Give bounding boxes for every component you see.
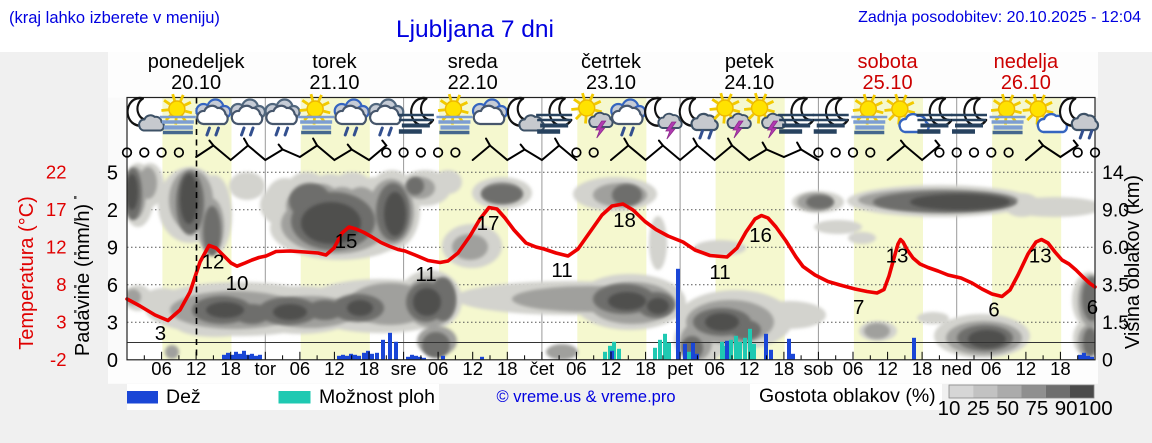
svg-text:Dež: Dež xyxy=(166,386,201,408)
svg-text:11: 11 xyxy=(415,263,436,286)
svg-text:18: 18 xyxy=(912,358,933,379)
svg-text:20.10: 20.10 xyxy=(171,72,221,94)
svg-text:12: 12 xyxy=(601,358,622,379)
svg-text:06: 06 xyxy=(428,358,449,379)
svg-text:24.10: 24.10 xyxy=(724,72,774,94)
svg-text:17: 17 xyxy=(477,212,500,235)
svg-text:12: 12 xyxy=(877,358,898,379)
svg-text:14: 14 xyxy=(1102,162,1124,184)
svg-text:6.0: 6.0 xyxy=(1102,237,1129,259)
svg-text:Temperatura (°C): Temperatura (°C) xyxy=(16,196,38,350)
svg-text:2: 2 xyxy=(107,200,118,222)
svg-text:18: 18 xyxy=(613,209,636,232)
svg-text:13: 13 xyxy=(886,245,909,268)
svg-text:petek: petek xyxy=(725,51,775,73)
svg-text:06: 06 xyxy=(290,358,311,379)
svg-text:6: 6 xyxy=(107,275,118,297)
svg-text:22: 22 xyxy=(46,161,67,182)
svg-text:12: 12 xyxy=(186,358,207,379)
svg-text:9: 9 xyxy=(107,237,118,259)
svg-text:četrtek: četrtek xyxy=(581,51,642,73)
svg-text:13: 13 xyxy=(1029,245,1052,268)
svg-text:18: 18 xyxy=(220,358,241,379)
svg-text:Možnost ploh: Možnost ploh xyxy=(319,386,435,408)
svg-text:15: 15 xyxy=(335,230,358,253)
svg-text:06: 06 xyxy=(151,358,172,379)
svg-text:7: 7 xyxy=(853,296,864,319)
svg-text:sobota: sobota xyxy=(858,51,919,73)
svg-text:06: 06 xyxy=(566,358,587,379)
svg-text:torek: torek xyxy=(312,51,357,73)
svg-text:ned: ned xyxy=(941,358,972,379)
svg-text:6: 6 xyxy=(988,299,999,322)
svg-text:06: 06 xyxy=(843,358,864,379)
svg-text:26.10: 26.10 xyxy=(1001,72,1051,94)
svg-text:3: 3 xyxy=(56,311,66,332)
svg-text:8: 8 xyxy=(56,274,66,295)
svg-text:25.10: 25.10 xyxy=(863,72,913,94)
svg-text:nedelja: nedelja xyxy=(994,51,1059,73)
svg-text:sreda: sreda xyxy=(448,51,499,73)
svg-text:06: 06 xyxy=(981,358,1002,379)
svg-text:ponedeljek: ponedeljek xyxy=(148,51,246,73)
svg-text:16: 16 xyxy=(749,224,772,247)
svg-text:Višina oblakov (km): Višina oblakov (km) xyxy=(1122,175,1144,349)
svg-text:11: 11 xyxy=(709,261,730,284)
svg-text:© vreme.us & vreme.pro: © vreme.us & vreme.pro xyxy=(496,388,675,406)
svg-text:12: 12 xyxy=(202,251,225,274)
svg-text:75: 75 xyxy=(1025,397,1048,420)
svg-text:3.5: 3.5 xyxy=(1102,274,1129,296)
svg-text:12: 12 xyxy=(324,358,345,379)
svg-text:18: 18 xyxy=(497,358,518,379)
svg-text:10: 10 xyxy=(226,272,249,295)
svg-text:22.10: 22.10 xyxy=(448,72,498,94)
svg-text:23.10: 23.10 xyxy=(586,72,636,94)
svg-text:1.5: 1.5 xyxy=(1102,312,1129,334)
svg-text:12: 12 xyxy=(462,358,483,379)
svg-text:18: 18 xyxy=(1050,358,1071,379)
svg-text:Zadnja posodobitev: 20.10.2025: Zadnja posodobitev: 20.10.2025 - 12:04 xyxy=(858,9,1141,26)
svg-text:25: 25 xyxy=(967,397,990,420)
svg-text:Gostota oblakov (%): Gostota oblakov (%) xyxy=(759,385,936,407)
svg-text:3: 3 xyxy=(155,322,166,345)
svg-text:18: 18 xyxy=(359,358,380,379)
svg-text:Padavine (mm/h): Padavine (mm/h) xyxy=(72,204,94,356)
svg-text:-2: -2 xyxy=(50,349,66,370)
svg-text:18: 18 xyxy=(635,358,656,379)
svg-text:06: 06 xyxy=(704,358,725,379)
svg-text:18: 18 xyxy=(774,358,795,379)
svg-text:(kraj lahko izberete v meniju): (kraj lahko izberete v meniju) xyxy=(9,9,220,27)
svg-text:čet: čet xyxy=(530,358,555,379)
svg-text:100: 100 xyxy=(1078,397,1112,420)
svg-text:11: 11 xyxy=(551,259,572,282)
svg-text:10: 10 xyxy=(938,397,961,420)
svg-text:3: 3 xyxy=(107,312,118,334)
svg-text:90: 90 xyxy=(1055,397,1078,420)
svg-text:tor: tor xyxy=(254,358,276,379)
svg-text:Ljubljana 7 dni: Ljubljana 7 dni xyxy=(396,16,554,43)
svg-text:sob: sob xyxy=(804,358,834,379)
svg-text:12: 12 xyxy=(46,236,67,257)
svg-text:12: 12 xyxy=(739,358,760,379)
svg-text:0: 0 xyxy=(1102,349,1113,371)
svg-text:12: 12 xyxy=(1016,358,1037,379)
svg-text:17: 17 xyxy=(46,199,67,220)
svg-text:pet: pet xyxy=(667,358,693,379)
svg-text:0: 0 xyxy=(107,350,118,372)
svg-text:5: 5 xyxy=(107,162,118,184)
svg-text:50: 50 xyxy=(996,397,1019,420)
svg-text:sre: sre xyxy=(391,358,417,379)
svg-text:9.0: 9.0 xyxy=(1102,199,1129,221)
svg-text:6: 6 xyxy=(1087,296,1098,319)
svg-text:21.10: 21.10 xyxy=(309,72,359,94)
